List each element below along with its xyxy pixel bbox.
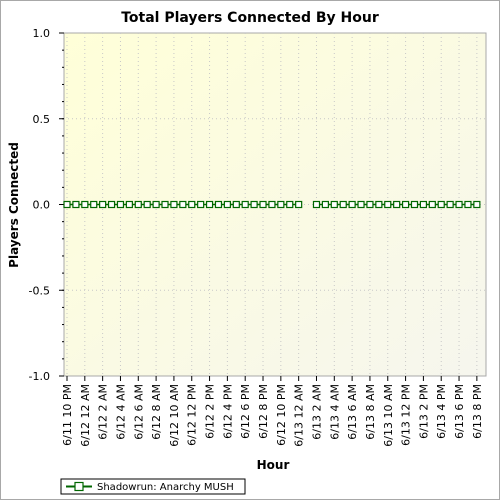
x-axis-label: Hour — [257, 458, 290, 472]
data-point — [223, 200, 231, 209]
data-point — [357, 200, 365, 209]
y-tick-label: -0.5 — [29, 284, 50, 297]
y-axis-label: Players Connected — [7, 142, 21, 268]
data-point — [277, 200, 285, 209]
data-point — [455, 200, 463, 209]
data-point — [250, 200, 258, 209]
data-point — [143, 200, 151, 209]
data-point — [330, 200, 338, 209]
x-tick-label: 6/12 8 PM — [257, 384, 270, 439]
data-point — [90, 200, 98, 209]
x-tick-label: 6/12 8 AM — [150, 384, 163, 440]
y-tick-label: 1.0 — [33, 27, 51, 40]
x-tick-label: 6/13 2 PM — [417, 384, 430, 439]
data-point — [197, 200, 205, 209]
data-point — [268, 200, 276, 209]
legend-marker — [74, 481, 84, 492]
x-axis: 6/11 10 PM 6/12 12 AM 6/12 2 AM 6/12 4 AM 6/… — [61, 376, 484, 447]
x-tick-label: 6/12 4 AM — [114, 384, 127, 440]
data-point — [295, 200, 303, 209]
x-tick-label: 6/12 12 PM — [186, 384, 199, 446]
data-point — [179, 200, 187, 209]
data-point — [161, 200, 169, 209]
x-tick-label: 6/12 10 PM — [275, 384, 288, 446]
data-point — [152, 200, 160, 209]
x-tick-label: 6/13 10 AM — [382, 384, 395, 447]
chart-title: Total Players Connected By Hour — [121, 10, 379, 26]
x-tick-label: 6/13 4 PM — [435, 384, 448, 439]
data-point — [81, 200, 89, 209]
data-point — [419, 200, 427, 209]
data-point — [312, 200, 321, 209]
data-point — [375, 200, 383, 209]
data-point — [401, 200, 410, 209]
data-point — [410, 200, 419, 209]
data-point — [446, 200, 454, 209]
data-point — [393, 200, 401, 209]
series-shadowrun — [63, 200, 481, 209]
data-point — [72, 200, 80, 209]
data-point — [366, 200, 374, 209]
data-point — [241, 200, 249, 209]
data-point — [384, 200, 392, 209]
data-point — [286, 200, 294, 209]
data-point — [464, 200, 472, 209]
data-point — [170, 200, 178, 209]
data-point — [99, 200, 107, 209]
data-point — [107, 200, 116, 209]
x-tick-label: 6/12 2 PM — [204, 384, 217, 439]
y-tick-label: 0.5 — [33, 113, 51, 126]
x-tick-label: 6/12 6 AM — [132, 384, 145, 440]
data-point — [205, 200, 214, 209]
data-point — [188, 200, 196, 209]
data-point — [428, 200, 436, 209]
x-tick-label: 6/13 6 PM — [453, 384, 466, 439]
data-point — [125, 200, 133, 209]
legend-label: Shadowrun: Anarchy MUSH — [97, 482, 234, 493]
x-tick-label: 6/13 4 AM — [328, 384, 341, 440]
x-tick-label: 6/13 12 AM — [293, 384, 306, 447]
x-tick-label: 6/12 10 AM — [168, 384, 181, 447]
y-tick-label: -1.0 — [29, 370, 50, 383]
legend-box — [60, 478, 246, 495]
data-point — [116, 200, 125, 209]
data-point — [437, 200, 445, 209]
data-point — [134, 200, 142, 209]
data-point — [214, 200, 223, 209]
x-tick-label: 6/11 10 PM — [61, 384, 74, 446]
data-point — [259, 200, 267, 209]
data-point — [232, 200, 240, 209]
x-tick-label: 6/13 2 AM — [310, 384, 323, 440]
data-point — [339, 200, 347, 209]
x-tick-label: 6/12 12 AM — [79, 384, 92, 447]
y-tick-label: 0.0 — [33, 199, 51, 212]
data-point — [63, 200, 71, 209]
data-point — [473, 200, 481, 209]
y-axis: 1.0 0.5 0.0 -0.5 -1.0 — [29, 27, 64, 383]
legend: Shadowrun: Anarchy MUSH — [60, 478, 246, 495]
x-tick-label: 6/12 4 PM — [221, 384, 234, 439]
x-tick-label: 6/12 2 AM — [97, 384, 110, 440]
x-tick-label: 6/12 6 PM — [239, 384, 252, 439]
x-tick-label: 6/13 12 PM — [400, 384, 413, 446]
data-point — [321, 200, 329, 209]
data-point — [348, 200, 356, 209]
x-tick-label: 6/13 8 PM — [471, 384, 484, 439]
x-tick-label: 6/13 8 AM — [364, 384, 377, 440]
x-tick-label: 6/13 6 AM — [346, 384, 359, 440]
